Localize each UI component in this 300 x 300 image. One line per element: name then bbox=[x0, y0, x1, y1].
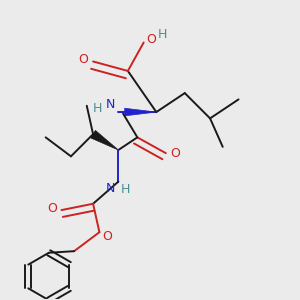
Text: N: N bbox=[106, 98, 115, 111]
Text: O: O bbox=[170, 147, 180, 160]
Text: H: H bbox=[121, 183, 130, 196]
Polygon shape bbox=[125, 108, 156, 116]
Text: H: H bbox=[158, 28, 167, 41]
Text: O: O bbox=[79, 53, 88, 66]
Text: O: O bbox=[47, 202, 57, 215]
Polygon shape bbox=[91, 130, 118, 150]
Text: O: O bbox=[102, 230, 112, 244]
Text: O: O bbox=[147, 33, 157, 46]
Text: N: N bbox=[106, 182, 115, 195]
Text: H: H bbox=[93, 102, 103, 116]
